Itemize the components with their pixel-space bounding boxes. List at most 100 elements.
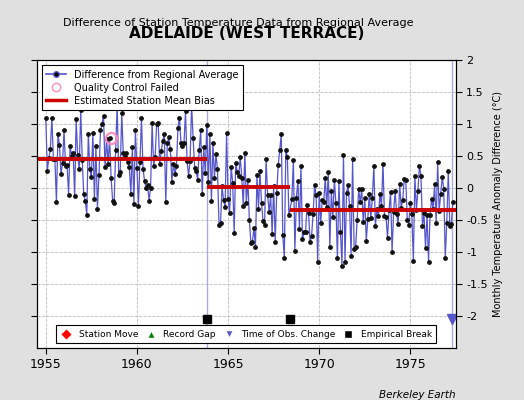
Point <box>172 163 181 170</box>
Point <box>269 183 278 190</box>
Point <box>152 121 161 128</box>
Point <box>301 229 310 236</box>
Point <box>400 176 408 182</box>
Point <box>325 244 334 250</box>
Point <box>364 216 372 222</box>
Point <box>315 189 323 196</box>
Point <box>260 222 269 228</box>
Point <box>285 212 293 218</box>
Point <box>51 156 59 162</box>
Point <box>447 221 455 228</box>
Point <box>271 239 279 245</box>
Point <box>72 116 80 122</box>
Point <box>444 168 453 174</box>
Point <box>340 152 348 158</box>
Point <box>104 160 112 167</box>
Point <box>93 206 102 213</box>
Point <box>154 120 162 126</box>
Point <box>371 223 379 230</box>
Point <box>266 192 275 198</box>
Point <box>347 252 355 259</box>
Point <box>239 202 247 209</box>
Point <box>330 177 339 183</box>
Point <box>333 255 342 262</box>
Text: Berkeley Earth: Berkeley Earth <box>379 390 456 400</box>
Point <box>377 202 386 209</box>
Point <box>388 249 396 255</box>
Point <box>443 220 451 226</box>
Point <box>58 160 67 166</box>
Point <box>66 142 74 149</box>
Point <box>316 220 325 226</box>
Point <box>54 131 62 138</box>
Point <box>421 245 430 251</box>
Point <box>341 258 349 265</box>
Point <box>81 198 90 204</box>
Point <box>137 115 146 121</box>
Point <box>89 130 97 136</box>
Point <box>253 172 261 178</box>
Point <box>323 204 331 210</box>
Point <box>92 143 100 149</box>
Point <box>352 243 360 250</box>
Point <box>140 178 149 184</box>
Point <box>218 183 226 189</box>
Point <box>180 140 188 146</box>
Point <box>289 157 298 164</box>
Point <box>441 255 450 261</box>
Point <box>157 148 166 154</box>
Point <box>281 146 290 153</box>
Point <box>423 212 431 218</box>
Point <box>113 101 122 108</box>
Point <box>324 169 333 175</box>
Point <box>403 216 411 223</box>
Point <box>345 203 354 210</box>
Point <box>192 168 200 174</box>
Point <box>80 191 88 198</box>
Point <box>389 208 398 215</box>
Point <box>424 258 433 265</box>
Point <box>210 174 219 181</box>
Point <box>288 196 296 202</box>
Point <box>60 127 68 134</box>
Point <box>148 120 156 126</box>
Point <box>245 217 254 223</box>
Point <box>321 174 330 181</box>
Point <box>274 162 282 168</box>
Point <box>63 162 71 168</box>
Point <box>52 199 61 205</box>
Point <box>392 211 401 217</box>
Point <box>348 156 357 162</box>
Point <box>190 164 199 171</box>
Point <box>418 223 427 230</box>
Point <box>69 149 78 156</box>
Point <box>362 238 370 244</box>
Point <box>327 188 335 194</box>
Point <box>136 158 144 165</box>
Point <box>77 107 85 113</box>
Point <box>399 196 407 203</box>
Point <box>64 191 73 198</box>
Point <box>216 220 225 226</box>
Point <box>279 231 287 238</box>
Point <box>142 185 150 192</box>
Point <box>139 165 147 172</box>
Point <box>332 200 340 206</box>
Point <box>356 199 364 206</box>
Point <box>224 196 232 202</box>
Point <box>151 153 159 160</box>
Point <box>396 181 404 188</box>
Point <box>96 127 105 134</box>
Point <box>265 209 274 215</box>
Point <box>107 174 115 181</box>
Point <box>230 230 238 236</box>
Point <box>309 211 318 217</box>
Y-axis label: Monthly Temperature Anomaly Difference (°C): Monthly Temperature Anomaly Difference (… <box>494 91 504 317</box>
Point <box>426 212 434 218</box>
Point <box>244 177 252 184</box>
Point <box>277 131 286 137</box>
Point <box>163 140 171 146</box>
Point <box>365 191 374 198</box>
Point <box>204 179 213 185</box>
Point <box>85 166 94 172</box>
